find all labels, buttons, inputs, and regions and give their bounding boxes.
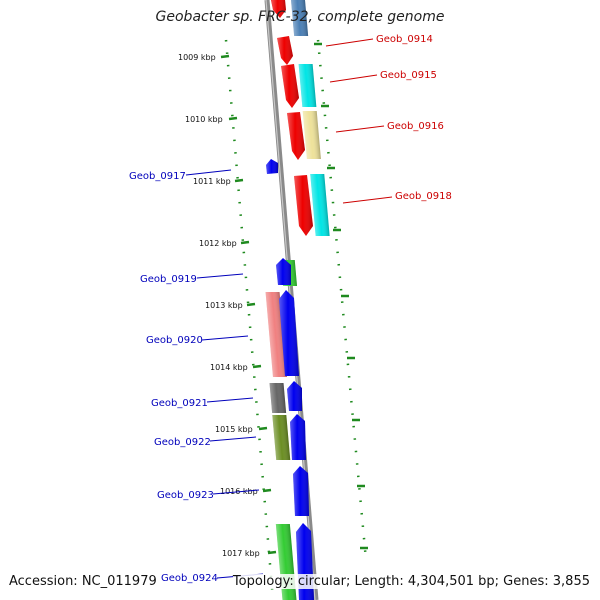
gene-block[interactable] <box>265 292 287 377</box>
gene-arrow[interactable] <box>281 64 299 108</box>
tick-label: 1013 kbp <box>205 301 243 310</box>
gene-label[interactable]: Geob_0921 <box>151 398 208 409</box>
gene-label[interactable]: Geob_0915 <box>380 70 437 81</box>
leader-line <box>209 436 257 442</box>
gene-label[interactable]: Geob_0918 <box>395 191 452 202</box>
topology-text: Topology: circular; Length: 4,304,501 bp… <box>232 574 590 589</box>
gene-arrow[interactable] <box>277 36 293 65</box>
leader-line <box>342 196 393 204</box>
tick-mark <box>252 364 262 369</box>
gene-label[interactable]: Geob_0923 <box>157 490 214 501</box>
tick-mark <box>258 426 268 431</box>
gene-label[interactable]: Geob_0916 <box>387 121 444 132</box>
gene-arrow[interactable] <box>266 159 278 174</box>
leader-line <box>212 489 260 495</box>
tick-label: 1014 kbp <box>210 363 248 372</box>
gene-block[interactable] <box>310 174 330 236</box>
accession-text: Accession: NC_011979 <box>9 574 157 589</box>
gene-arrow[interactable] <box>294 175 313 236</box>
tick-label: 1009 kbp <box>178 53 216 62</box>
tick-label: 1017 kbp <box>222 549 260 558</box>
tick-mark <box>220 54 230 59</box>
gene-block[interactable] <box>302 111 321 159</box>
tick-guide-outer <box>316 39 368 561</box>
forward-strand-genes <box>291 0 330 236</box>
gene-arrow[interactable] <box>293 466 309 516</box>
gene-label[interactable]: Geob_0920 <box>146 335 203 346</box>
gene-label[interactable]: Geob_0919 <box>140 274 197 285</box>
gene-label[interactable]: Geob_0922 <box>154 437 211 448</box>
tick-label: 1015 kbp <box>215 425 253 434</box>
reverse-gene-labels: Geob_0917 Geob_0919 Geob_0920 Geob_0921 … <box>129 171 218 584</box>
tick-guide-inner <box>224 39 275 600</box>
tick-label: 1011 kbp <box>193 177 231 186</box>
leader-line <box>329 74 378 83</box>
leader-line <box>201 335 249 341</box>
tick-mark <box>228 116 238 121</box>
gene-label[interactable]: Geob_0924 <box>161 573 218 584</box>
tick-mark <box>234 178 244 183</box>
gene-arrow[interactable] <box>287 112 305 160</box>
gene-block[interactable] <box>298 64 317 107</box>
gene-block[interactable] <box>272 415 291 460</box>
gene-label[interactable]: Geob_0917 <box>129 171 186 182</box>
map-title: Geobacter sp. FRC-32, complete genome <box>155 9 445 25</box>
tick-mark <box>262 488 272 493</box>
gene-arrow[interactable] <box>279 290 299 376</box>
forward-gene-labels: Geob_0914 Geob_0915 Geob_0916 Geob_0918 <box>376 34 452 202</box>
gene-arrow[interactable] <box>290 414 306 460</box>
leader-line <box>325 38 374 47</box>
gene-label[interactable]: Geob_0914 <box>376 34 433 45</box>
tick-label: 1010 kbp <box>185 115 223 124</box>
tick-mark <box>240 240 250 245</box>
tick-marks <box>220 42 368 555</box>
leader-line <box>185 169 232 176</box>
tick-mark <box>246 302 256 307</box>
leader-line <box>206 397 254 403</box>
gene-block[interactable] <box>291 0 309 36</box>
tick-label: 1012 kbp <box>199 239 237 248</box>
leader-line <box>335 125 385 133</box>
tick-mark <box>267 550 277 555</box>
gene-arrow[interactable] <box>287 381 302 411</box>
gene-arrow[interactable] <box>276 258 291 285</box>
gene-block[interactable] <box>269 383 287 413</box>
leader-line <box>196 273 244 279</box>
gene-arrow[interactable] <box>271 0 286 18</box>
